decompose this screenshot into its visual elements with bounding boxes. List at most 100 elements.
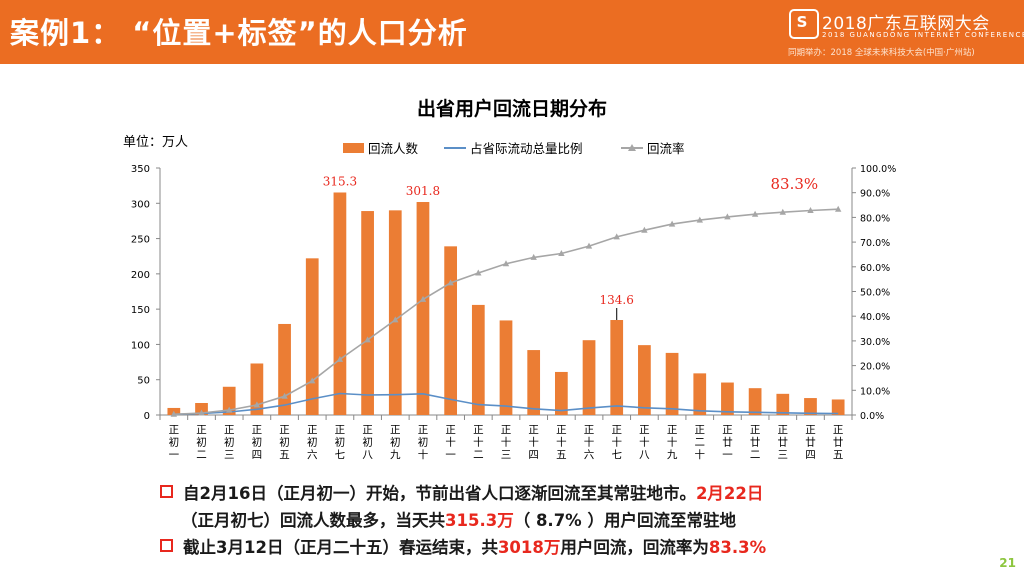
rate-marker [779,208,786,215]
rate-marker [668,220,676,227]
x-tick-label-正初五: 正初五 [279,424,290,461]
conference-logo-icon [789,9,819,39]
rate-marker [475,269,482,276]
y-right-tick-label: 50.0% [860,288,890,299]
bullet-text: 315.3万 [445,511,514,530]
y-left-tick-label: 250 [131,235,150,246]
event-subtitle: 2018 GUANGDONG INTERNET CONFERENCE [822,31,1024,39]
event-name: 2018广东互联网大会 [822,14,990,34]
annotation-label: 83.3% [771,175,819,193]
header-bar [0,0,1024,64]
rate-marker [198,409,205,416]
y-right-tick-label: 80.0% [860,213,890,224]
x-tick-label-正十三: 正十三 [501,424,512,461]
rate-marker [530,253,537,260]
y-left-tick-label: 150 [131,305,150,316]
bar-正二十 [693,373,707,415]
legend-bar-swatch [343,143,364,153]
slide-title: 案例1： “位置+标签”的人口分析 [10,16,468,50]
bar-正廿五 [831,399,845,415]
bullet-text: 83.3% [708,538,767,557]
bar-正十八 [638,345,651,415]
x-tick-label-正廿三: 正廿三 [778,424,789,461]
annotation-label: 315.3 [323,174,357,188]
rate-marker [364,336,371,343]
x-tick-label-正初八: 正初八 [362,424,373,461]
x-tick-label-正廿四: 正廿四 [805,424,816,461]
bar-正十五 [554,371,568,415]
bar-正十二 [471,304,485,415]
y-left-tick-label: 350 [131,164,150,175]
legend-label: 回流人数 [368,141,419,156]
bar-正初二 [195,403,208,415]
legend-label: 占省际流动总量比例 [470,141,583,156]
bar-正初十 [416,202,430,415]
bullet-square-icon [160,539,173,552]
y-left-tick-label: 300 [131,199,150,210]
x-tick-label-正十六: 正十六 [584,424,595,461]
page-number: 21 [999,556,1016,570]
bullet-text: 截止3月12日（正月二十五）春运结束，共 [183,538,498,557]
x-tick-label-正初二: 正初二 [196,424,207,461]
rate-marker [724,213,731,220]
y-right-tick-label: 60.0% [860,263,890,274]
bar-正十一 [444,246,458,415]
x-tick-label-正十四: 正十四 [528,424,539,461]
bar-正初四 [250,363,264,415]
x-tick-label-正初十: 正初十 [418,424,429,461]
bullet-1: 自2月16日（正月初一）开始，节前出省人口逐渐回流至其常驻地市。2月22日 [160,480,1000,504]
x-tick-label-正初一: 正初一 [169,424,180,461]
y-left-tick-label: 0 [144,411,150,422]
x-tick-label-正十七: 正十七 [611,424,622,461]
x-tick-label-正廿五: 正廿五 [833,424,844,461]
share-line [173,392,839,416]
x-tick-label-正初九: 正初九 [390,424,401,461]
x-tick-label-正初六: 正初六 [307,424,318,461]
annotation-label: 301.8 [406,184,440,198]
bar-正十九 [665,352,679,415]
rate-marker [558,250,565,256]
y-right-tick-label: 0.0% [860,411,884,422]
y-right-tick-label: 90.0% [860,189,890,200]
rate-marker [585,242,593,249]
x-tick-label-正廿一: 正廿一 [722,424,733,461]
unit-label: 单位：万人 [123,135,188,150]
bar-正廿四 [804,398,817,415]
rate-marker [807,207,814,213]
rate-marker [502,260,510,267]
bar-正十三 [499,320,513,415]
logo-s-icon: S [796,13,808,31]
x-tick-label-正二十: 正二十 [695,424,706,461]
rate-marker [613,233,620,240]
bar-正初九 [388,210,402,415]
bar-正十四 [527,350,541,415]
y-right-tick-label: 30.0% [860,337,890,348]
event-note: 同期举办：2018 全球未来科技大会(中国·广州站) [788,48,975,58]
y-left-tick-label: 100 [131,340,150,351]
x-tick-label-正初四: 正初四 [252,424,263,461]
x-tick-label-正十二: 正十二 [473,424,484,461]
x-tick-label-正十八: 正十八 [639,424,650,461]
y-left-tick-label: 200 [131,270,150,281]
y-right-tick-label: 100.0% [860,164,896,175]
bar-正廿一 [721,382,734,415]
y-right-tick-label: 40.0% [860,312,890,323]
x-tick-label-正初三: 正初三 [224,424,235,461]
bullet-2: 截止3月12日（正月二十五）春运结束，共3018万用户回流，回流率为83.3% [160,534,1000,558]
bar-正初八 [361,211,374,415]
rate-marker [696,216,703,223]
annotation-label: 134.6 [600,293,634,307]
legend-label: 回流率 [647,141,685,156]
bar-正十七 [610,320,624,415]
bullet-square-icon [160,485,173,498]
bar-正十六 [582,340,596,415]
y-right-tick-label: 70.0% [860,238,890,249]
rate-marker [253,401,261,408]
rate-marker [835,205,842,212]
y-left-tick-label: 50 [137,376,150,387]
rate-marker [392,316,399,323]
bar-正初六 [305,258,319,415]
bullet-text: 自2月16日（正月初一）开始，节前出省人口逐渐回流至其常驻地市。 [183,484,696,503]
rate-marker [336,355,344,362]
